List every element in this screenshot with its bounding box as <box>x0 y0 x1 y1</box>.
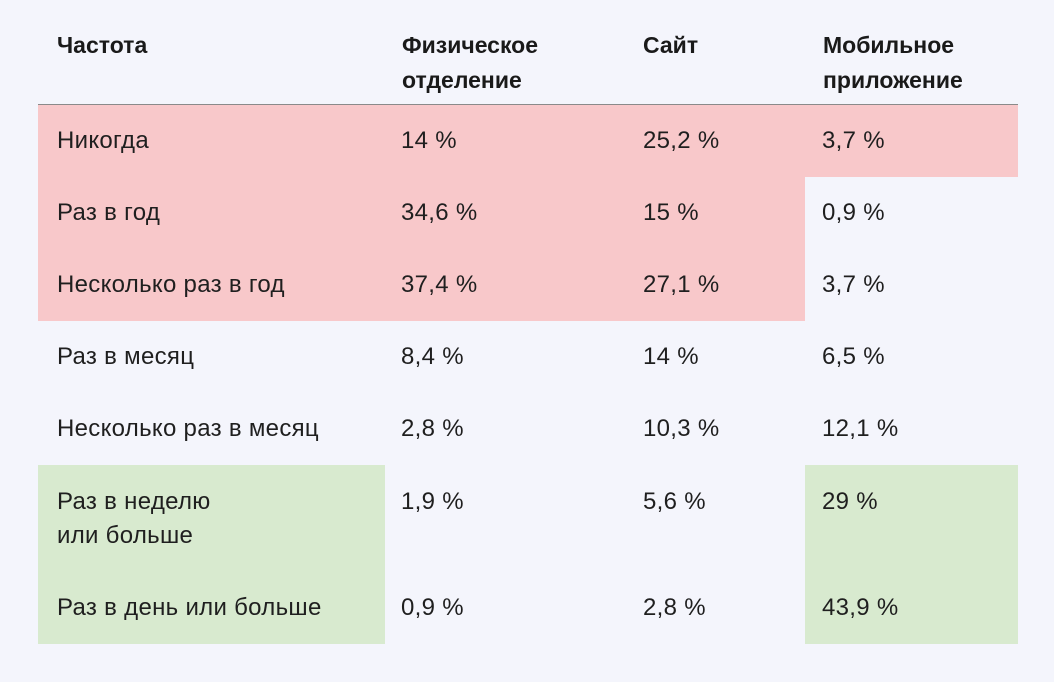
row-several-yearly-app: 3,7 % <box>822 271 885 298</box>
row-yearly-label: Раз в год <box>57 199 161 226</box>
row-never-branch: 14 % <box>401 127 457 154</box>
row-yearly-branch: 34,6 % <box>401 199 478 226</box>
row-several-monthly-branch: 2,8 % <box>401 415 464 442</box>
highlight-red-never-app <box>805 105 1018 177</box>
row-monthly-branch: 8,4 % <box>401 343 464 370</box>
row-weekly-branch: 1,9 % <box>401 488 464 515</box>
row-never-label: Никогда <box>57 127 149 154</box>
header-site: Сайт <box>643 32 699 58</box>
row-several-yearly-label: Несколько раз в год <box>57 271 285 298</box>
highlight-red-wide <box>38 105 805 321</box>
row-monthly-site: 14 % <box>643 343 699 370</box>
row-daily-label: Раз в день или больше <box>57 594 322 621</box>
row-yearly-site: 15 % <box>643 199 699 226</box>
header-branch: Физическое отделение <box>402 32 539 93</box>
row-yearly-app: 0,9 % <box>822 199 885 226</box>
row-weekly-label: Раз в неделю или больше <box>57 488 211 549</box>
header-app: Мобильное приложение <box>823 32 963 93</box>
row-monthly-label: Раз в месяц <box>57 343 195 370</box>
row-several-yearly-site: 27,1 % <box>643 271 720 298</box>
row-monthly-app: 6,5 % <box>822 343 885 370</box>
row-daily-app: 43,9 % <box>822 594 899 621</box>
row-weekly-site: 5,6 % <box>643 488 706 515</box>
header-frequency: Частота <box>57 32 148 58</box>
row-several-yearly-branch: 37,4 % <box>401 271 478 298</box>
row-daily-branch: 0,9 % <box>401 594 464 621</box>
row-weekly-app: 29 % <box>822 488 878 515</box>
highlight-green-left <box>38 465 385 644</box>
row-never-app: 3,7 % <box>822 127 885 154</box>
row-several-monthly-app: 12,1 % <box>822 415 899 442</box>
row-never-site: 25,2 % <box>643 127 720 154</box>
header-divider <box>38 104 1018 105</box>
row-several-monthly-label: Несколько раз в месяц <box>57 415 319 442</box>
highlight-green-right <box>805 465 1018 644</box>
row-several-monthly-site: 10,3 % <box>643 415 720 442</box>
row-daily-site: 2,8 % <box>643 594 706 621</box>
